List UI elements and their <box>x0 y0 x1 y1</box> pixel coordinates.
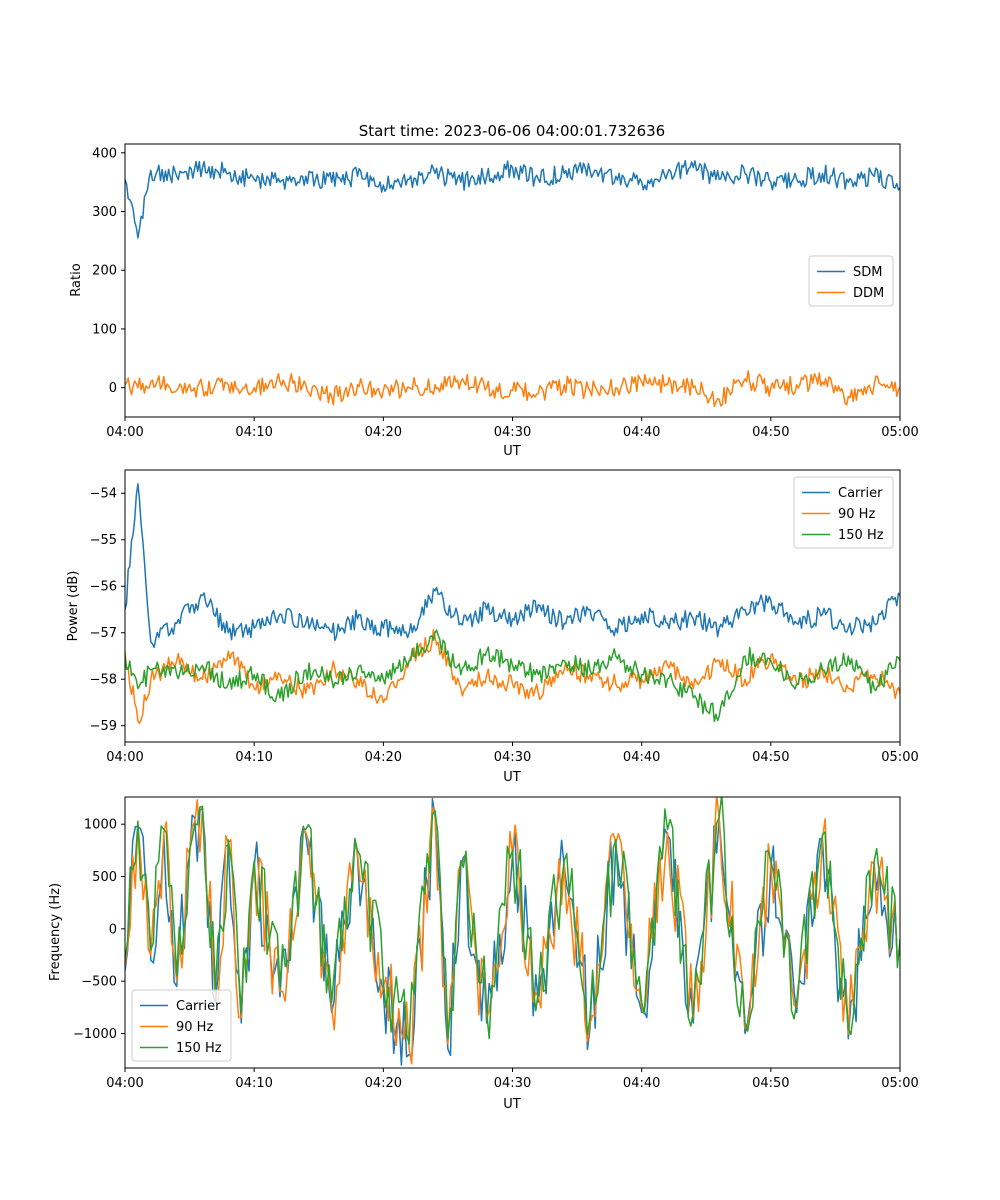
ratio-x-tick-label: 04:00 <box>106 425 143 440</box>
power-series-line-90-hz <box>125 629 900 725</box>
frequency-x-tick-label: 04:40 <box>623 1076 660 1091</box>
frequency-plot-area <box>125 797 900 1066</box>
ratio-x-tick-label: 04:30 <box>494 425 531 440</box>
power-x-tick-label: 04:30 <box>494 750 531 765</box>
ratio-y-tick-label: 200 <box>92 264 117 279</box>
frequency-y-tick-label: −1000 <box>73 1027 117 1042</box>
ratio-plot-area <box>125 159 900 408</box>
frequency-x-tick-label: 04:00 <box>106 1076 143 1091</box>
frequency-y-tick-label: 0 <box>109 922 117 937</box>
power-x-tick-label: 04:00 <box>106 750 143 765</box>
power-x-tick-label: 04:40 <box>623 750 660 765</box>
ratio-y-tick-label: 100 <box>92 322 117 337</box>
frequency-x-axis-label: UT <box>503 1097 521 1112</box>
ratio-x-tick-label: 05:00 <box>881 425 918 440</box>
frequency-y-tick-label: 500 <box>92 870 117 885</box>
chart-title: Start time: 2023-06-06 04:00:01.732636 <box>359 122 665 140</box>
ratio-legend-label: DDM <box>853 286 884 301</box>
frequency-x-tick-label: 04:30 <box>494 1076 531 1091</box>
power-y-tick-label: −57 <box>90 626 117 641</box>
power-legend: Carrier 90 Hz 150 Hz <box>793 476 894 549</box>
frequency-x-tick-label: 04:20 <box>365 1076 402 1091</box>
power-legend-label: 90 Hz <box>838 507 875 522</box>
power-series-line-carrier <box>125 483 900 649</box>
frequency-ticks: 04:00 04:10 04:20 04:30 04:40 04:50 05:00 1000 5… <box>73 818 919 1091</box>
ratio-y-axis-label: Ratio <box>69 263 84 296</box>
ratio-series-line-ddm <box>125 370 900 408</box>
ratio-x-tick-label: 04:10 <box>235 425 272 440</box>
power-y-axis-label: Power (dB) <box>66 571 81 642</box>
power-y-tick-label: −56 <box>90 580 117 595</box>
frequency-legend: Carrier 90 Hz 150 Hz <box>131 989 232 1062</box>
ratio-legend: SDM DDM <box>808 255 894 307</box>
ratio-legend-box <box>808 255 894 307</box>
frequency-legend-label: Carrier <box>176 999 221 1014</box>
frequency-panel: UT Frequency (Hz) 04:00 04:10 04:20 04:30 04… <box>48 796 919 1112</box>
power-x-axis-label: UT <box>503 770 521 785</box>
power-legend-label: Carrier <box>838 486 883 501</box>
frequency-x-tick-label: 05:00 <box>881 1076 918 1091</box>
power-series-line-150-hz <box>125 629 900 723</box>
ratio-y-tick-label: 300 <box>92 205 117 220</box>
ratio-series-line-sdm <box>125 159 900 239</box>
power-y-tick-label: −59 <box>90 719 117 734</box>
ratio-x-tick-label: 04:40 <box>623 425 660 440</box>
ratio-x-tick-label: 04:20 <box>365 425 402 440</box>
power-legend-label: 150 Hz <box>838 528 884 543</box>
frequency-x-tick-label: 04:50 <box>752 1076 789 1091</box>
frequency-legend-box <box>131 989 232 1062</box>
ratio-ticks: 04:00 04:10 04:20 04:30 04:40 04:50 05:00 0 100 2… <box>92 146 919 440</box>
frequency-legend-label: 90 Hz <box>176 1020 213 1035</box>
frequency-y-axis-label: Frequency (Hz) <box>48 883 63 981</box>
power-x-tick-label: 05:00 <box>881 750 918 765</box>
ratio-x-axis-label: UT <box>503 444 521 459</box>
power-y-tick-label: −54 <box>90 487 117 502</box>
power-y-tick-label: −55 <box>90 533 117 548</box>
frequency-y-tick-label: 1000 <box>84 818 117 833</box>
power-x-tick-label: 04:10 <box>235 750 272 765</box>
frequency-legend-label: 150 Hz <box>176 1041 222 1056</box>
power-x-tick-label: 04:50 <box>752 750 789 765</box>
ratio-legend-label: SDM <box>853 265 882 280</box>
ratio-y-tick-label: 400 <box>92 146 117 161</box>
power-ticks: 04:00 04:10 04:20 04:30 04:40 04:50 05:00 −54 −5… <box>90 487 919 765</box>
frequency-x-tick-label: 04:10 <box>235 1076 272 1091</box>
power-plot-area <box>125 483 900 725</box>
frequency-series-line-150-hz <box>125 797 900 1045</box>
ratio-panel: Start time: 2023-06-06 04:00:01.732636 U… <box>69 122 919 459</box>
power-legend-box <box>793 476 894 549</box>
power-panel: UT Power (dB) 04:00 04:10 04:20 04:30 04:40 0… <box>66 469 919 785</box>
power-x-tick-label: 04:20 <box>365 750 402 765</box>
power-y-tick-label: −58 <box>90 673 117 688</box>
frequency-y-tick-label: −500 <box>81 975 117 990</box>
ratio-y-tick-label: 0 <box>109 381 117 396</box>
ratio-x-tick-label: 04:50 <box>752 425 789 440</box>
